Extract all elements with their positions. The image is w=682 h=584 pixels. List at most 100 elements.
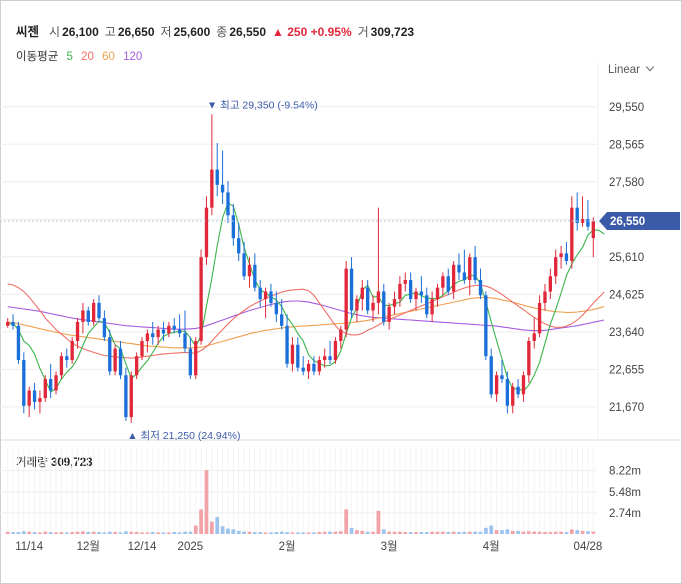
- volume-bar: [569, 529, 574, 534]
- candle-body: [554, 257, 558, 277]
- close-label: 종: [216, 25, 228, 39]
- ma120-line: [7, 300, 605, 332]
- ma60-line: [7, 297, 605, 349]
- x-tick-label: 12/14: [128, 541, 157, 553]
- volume-tick-label: 8.22m: [609, 466, 641, 478]
- volume-bar: [381, 529, 386, 534]
- ma-120-label[interactable]: 120: [123, 51, 143, 63]
- volume-bar: [204, 470, 209, 534]
- volume-bar: [387, 531, 392, 534]
- volume-bar: [75, 531, 80, 534]
- volume-bar: [156, 532, 161, 534]
- candle-body: [108, 337, 112, 372]
- candle-body: [285, 325, 289, 364]
- candle-body: [516, 386, 520, 395]
- ma-legend[interactable]: 이동평균 5 20 60 120: [16, 48, 147, 64]
- change-value: ▲ 250 +0.95%: [272, 25, 352, 39]
- candle-body: [183, 333, 187, 349]
- volume-bar: [16, 532, 21, 534]
- volume-bar: [360, 530, 365, 534]
- candle-body: [102, 318, 107, 338]
- price-tick-label: 25,610: [609, 252, 644, 264]
- volume-bar: [102, 532, 107, 534]
- volume-bar: [199, 509, 203, 534]
- scale-selector[interactable]: Linear: [608, 62, 655, 76]
- candle-body: [564, 253, 569, 261]
- high-annotation: ▼ 최고 29,350 (-9.54%): [207, 99, 318, 111]
- candle-body: [360, 287, 364, 300]
- candle-body: [161, 329, 166, 334]
- volume-bar: [86, 532, 91, 534]
- candle-body: [263, 291, 268, 300]
- x-tick-label: 11/14: [15, 541, 44, 553]
- candle-body: [317, 360, 321, 372]
- candle-body: [387, 306, 391, 322]
- candle-body: [511, 386, 515, 406]
- volume-bar: [543, 532, 547, 534]
- candle-body: [382, 291, 386, 322]
- x-tick-label: 4월: [483, 540, 500, 553]
- volume-bar: [209, 521, 214, 534]
- volume-bar: [322, 531, 327, 534]
- volume-bar: [107, 531, 112, 534]
- volume-bar: [263, 532, 268, 534]
- current-price-tag: [599, 212, 680, 231]
- volume-bar: [457, 532, 461, 534]
- price-tick-label: 28,565: [609, 139, 644, 151]
- candle-body: [129, 375, 133, 418]
- candle-body: [371, 302, 375, 311]
- volume-bar: [312, 532, 316, 534]
- open-value: 26,100: [62, 25, 99, 39]
- candle-body: [462, 272, 467, 281]
- candle-body: [6, 321, 10, 326]
- candle-body: [527, 340, 531, 376]
- candle-body: [253, 264, 257, 288]
- volume-bar: [140, 532, 144, 534]
- candle-body: [494, 375, 499, 395]
- volume-bar: [559, 531, 563, 534]
- volume-bar: [344, 509, 349, 534]
- volume-bar: [591, 531, 596, 534]
- volume-bar: [526, 531, 531, 534]
- volume-tick-label: 5.48m: [609, 487, 641, 499]
- volume-bar: [371, 531, 375, 534]
- volume-bar: [134, 532, 139, 534]
- volume-bar: [564, 532, 569, 534]
- candle-body: [376, 291, 381, 303]
- volume-bar: [129, 531, 134, 534]
- volume-bar: [161, 532, 166, 534]
- volume-bar: [64, 532, 69, 534]
- volume-bar: [430, 531, 435, 534]
- volume-bar: [285, 532, 289, 534]
- candle-body: [349, 268, 354, 311]
- volume-bar: [48, 532, 53, 534]
- volume-bar: [215, 517, 220, 534]
- candle-body: [54, 375, 58, 391]
- candle-body: [156, 329, 160, 338]
- candle-body: [86, 310, 90, 322]
- volume-bar: [5, 531, 10, 534]
- volume-bar: [279, 531, 284, 534]
- candle-body: [59, 356, 64, 376]
- volume-bar: [258, 532, 263, 534]
- volume-bar: [220, 526, 225, 534]
- candle-body: [167, 325, 171, 334]
- volume-bar: [295, 532, 300, 534]
- ma-20-label[interactable]: 20: [81, 51, 94, 63]
- volume-bar: [338, 531, 343, 534]
- volume-bar: [537, 531, 542, 534]
- price-tick-label: 22,655: [609, 364, 644, 376]
- candle-body: [484, 295, 488, 357]
- volume-bar: [226, 528, 230, 534]
- ma-5-label[interactable]: 5: [66, 51, 73, 63]
- volume-bar: [548, 532, 553, 534]
- volume-bar: [166, 532, 171, 534]
- volume-bar: [301, 532, 306, 534]
- ma-60-label[interactable]: 60: [102, 51, 115, 63]
- candle-body: [151, 333, 155, 338]
- candle-body: [339, 329, 343, 341]
- volume-bar: [580, 530, 585, 534]
- candle-body: [258, 287, 262, 300]
- open-label: 시: [49, 25, 61, 39]
